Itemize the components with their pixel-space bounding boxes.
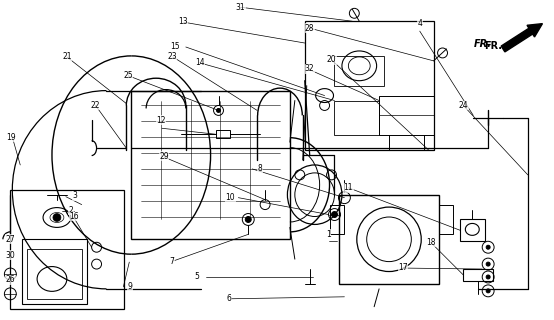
Bar: [340, 195, 439, 284]
Bar: [22, 239, 86, 304]
Circle shape: [53, 213, 61, 221]
Text: 2: 2: [69, 206, 73, 215]
FancyArrow shape: [501, 24, 542, 52]
Text: 14: 14: [195, 58, 204, 67]
Text: 8: 8: [258, 164, 263, 173]
Circle shape: [486, 289, 490, 293]
Text: 30: 30: [6, 251, 15, 260]
Bar: [335, 56, 384, 86]
Bar: [27, 249, 81, 299]
Text: 17: 17: [398, 263, 408, 272]
Bar: [216, 130, 230, 138]
Text: 26: 26: [6, 276, 15, 284]
Bar: [335, 100, 379, 135]
Circle shape: [486, 245, 490, 249]
Text: 10: 10: [225, 193, 235, 202]
Circle shape: [486, 275, 490, 279]
Text: 29: 29: [159, 152, 169, 161]
Text: 15: 15: [170, 43, 179, 52]
Text: 11: 11: [343, 183, 353, 192]
Text: 4: 4: [417, 19, 422, 28]
Text: 7: 7: [170, 257, 175, 266]
Bar: [463, 269, 493, 281]
Text: 3: 3: [73, 191, 77, 200]
Text: 9: 9: [128, 282, 133, 292]
Text: 13: 13: [178, 17, 188, 26]
Text: 28: 28: [305, 24, 315, 33]
Text: 20: 20: [327, 55, 336, 64]
Bar: [379, 96, 434, 135]
Circle shape: [486, 262, 490, 266]
Bar: [11, 190, 124, 309]
Text: 23: 23: [167, 52, 177, 61]
Bar: [305, 21, 434, 150]
Text: 18: 18: [426, 238, 435, 247]
Text: 32: 32: [305, 64, 315, 73]
Text: FR.: FR.: [484, 41, 502, 51]
Bar: [131, 91, 290, 239]
Text: 5: 5: [194, 272, 199, 282]
Circle shape: [245, 217, 251, 222]
Text: 24: 24: [459, 101, 468, 110]
Text: 22: 22: [91, 101, 100, 110]
Text: FR.: FR.: [474, 39, 492, 49]
Circle shape: [331, 212, 337, 218]
Text: 21: 21: [62, 52, 71, 61]
Text: 27: 27: [6, 235, 15, 244]
Text: 19: 19: [7, 133, 16, 142]
Text: 1: 1: [326, 230, 331, 239]
Text: 6: 6: [227, 294, 232, 303]
Text: 31: 31: [235, 3, 245, 12]
Text: 12: 12: [156, 116, 166, 125]
Text: 16: 16: [69, 212, 79, 221]
Bar: [330, 204, 345, 234]
Circle shape: [217, 108, 220, 112]
Bar: [460, 220, 485, 241]
Bar: [439, 204, 454, 234]
Text: 25: 25: [124, 71, 133, 80]
